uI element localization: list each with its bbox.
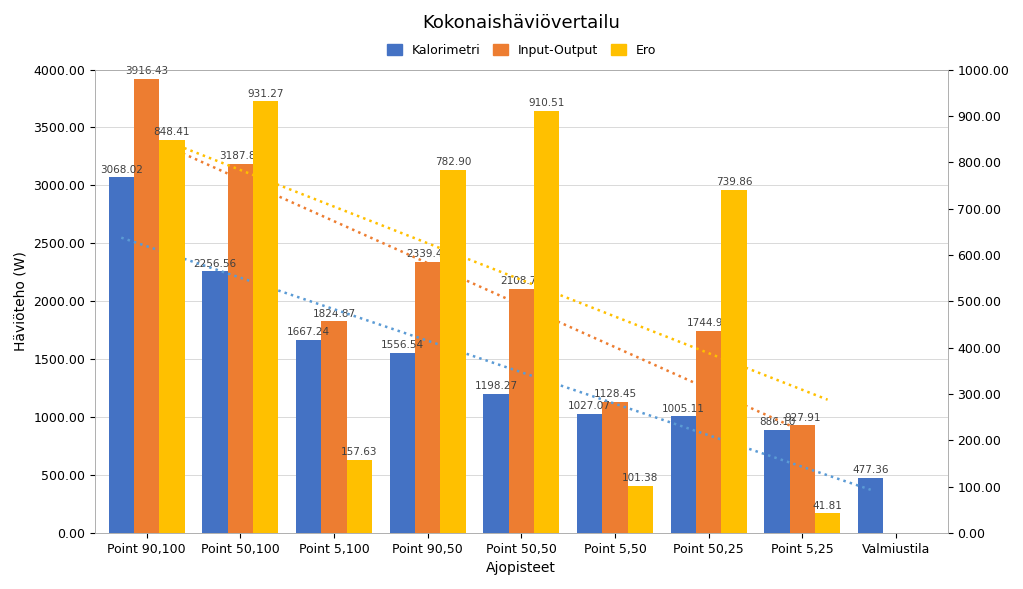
Text: 1005.11: 1005.11	[662, 403, 705, 413]
Bar	[721, 190, 747, 533]
Bar	[815, 514, 840, 533]
Text: 739.86: 739.86	[716, 177, 752, 187]
Bar	[696, 331, 721, 533]
Bar	[603, 402, 627, 533]
Bar	[160, 140, 184, 533]
Bar	[440, 170, 465, 533]
Text: 1667.24: 1667.24	[287, 327, 330, 337]
X-axis label: Ajopisteet: Ajopisteet	[486, 561, 557, 575]
Title: Kokonaishäviövertailu: Kokonaishäviövertailu	[422, 14, 620, 32]
Text: 927.91: 927.91	[784, 412, 820, 422]
Bar	[253, 101, 278, 533]
Text: 41.81: 41.81	[812, 501, 843, 511]
Text: 1744.97: 1744.97	[687, 318, 730, 328]
Bar	[108, 177, 134, 533]
Text: 3068.02: 3068.02	[100, 165, 143, 175]
Bar	[764, 430, 790, 533]
Bar	[347, 460, 372, 533]
Bar	[577, 414, 603, 533]
Bar	[858, 478, 883, 533]
Text: 101.38: 101.38	[622, 473, 659, 483]
Text: 2256.56: 2256.56	[193, 259, 236, 269]
Text: 848.41: 848.41	[153, 127, 190, 137]
Bar	[483, 394, 508, 533]
Bar	[671, 416, 696, 533]
Bar	[534, 111, 560, 533]
Text: 3187.83: 3187.83	[219, 151, 262, 161]
Bar	[203, 272, 227, 533]
Text: 1027.07: 1027.07	[568, 401, 611, 411]
Text: 3916.43: 3916.43	[125, 67, 168, 77]
Text: 910.51: 910.51	[529, 98, 565, 108]
Text: 1128.45: 1128.45	[593, 389, 636, 399]
Bar	[627, 486, 653, 533]
Y-axis label: Häviöteho (W): Häviöteho (W)	[14, 252, 28, 351]
Bar	[296, 340, 321, 533]
Text: 157.63: 157.63	[341, 447, 377, 457]
Text: 2108.78: 2108.78	[500, 276, 543, 286]
Text: 477.36: 477.36	[852, 465, 889, 475]
Text: 1556.54: 1556.54	[381, 340, 424, 350]
Legend: Kalorimetri, Input-Output, Ero: Kalorimetri, Input-Output, Ero	[382, 39, 661, 62]
Text: 886.10: 886.10	[759, 418, 795, 428]
Text: 1824.87: 1824.87	[312, 309, 355, 319]
Bar	[415, 262, 440, 533]
Bar	[321, 322, 347, 533]
Text: 931.27: 931.27	[248, 88, 283, 98]
Text: 2339.44: 2339.44	[406, 249, 449, 259]
Bar	[134, 80, 160, 533]
Text: 782.90: 782.90	[435, 157, 471, 167]
Bar	[390, 353, 415, 533]
Bar	[508, 289, 534, 533]
Text: 1198.27: 1198.27	[475, 381, 518, 391]
Bar	[227, 164, 253, 533]
Bar	[790, 425, 815, 533]
